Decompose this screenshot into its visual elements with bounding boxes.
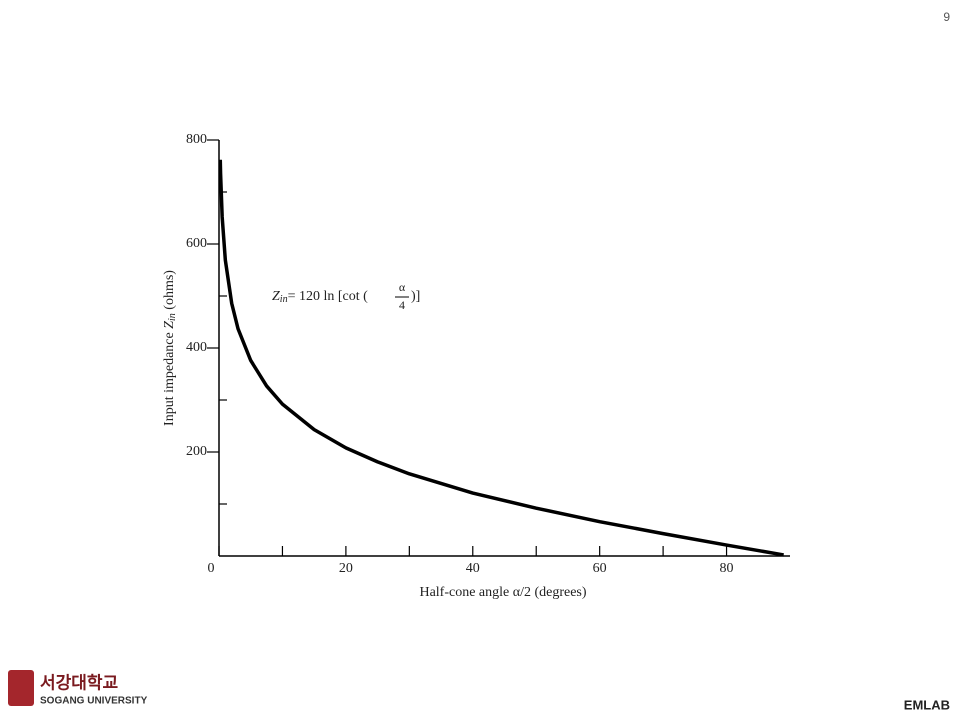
- y-tick-label: 800: [186, 132, 207, 147]
- logo-english: SOGANG UNIVERSITY: [40, 696, 148, 707]
- logo: 서강대학교 SOGANG UNIVERSITY: [8, 670, 148, 707]
- formula-denominator: 4: [399, 298, 405, 312]
- formula-text: Zin= 120 ln [cot (: [272, 289, 368, 305]
- formula-numerator: α: [399, 280, 406, 294]
- x-tick-label: 80: [720, 561, 734, 576]
- formula-rhs: = 120 ln [cot (: [288, 289, 369, 304]
- x-tick-label: 60: [593, 561, 607, 576]
- x-tick-label: 40: [466, 561, 480, 576]
- logo-korean: 서강대학교: [40, 673, 119, 692]
- x-axis-label: Half-cone angle α/2 (degrees): [419, 585, 586, 600]
- formula-lhs: Z: [272, 289, 280, 304]
- y-tick-label: 200: [186, 444, 207, 459]
- y-label-sub: in: [167, 313, 178, 321]
- y-label-text: Input impedance: [162, 329, 177, 426]
- y-label-unit: (ohms): [162, 270, 177, 314]
- formula: Zin= 120 ln [cot ( α 4 )]: [272, 280, 420, 312]
- page-number: 9: [943, 10, 950, 24]
- formula-close: )]: [411, 289, 420, 304]
- y-tick-label: 400: [186, 340, 207, 355]
- y-label-var: Z: [162, 321, 177, 329]
- x-tick-label: 20: [339, 561, 353, 576]
- y-tick-label: 600: [186, 236, 207, 251]
- lab-name: EMLAB: [904, 697, 950, 712]
- y-axis-label: Input impedance Zin (ohms): [162, 270, 178, 426]
- x-tick-label: 0: [208, 561, 215, 576]
- logo-badge: [8, 670, 34, 706]
- curve: [218, 159, 784, 557]
- formula-sub: in: [280, 294, 288, 305]
